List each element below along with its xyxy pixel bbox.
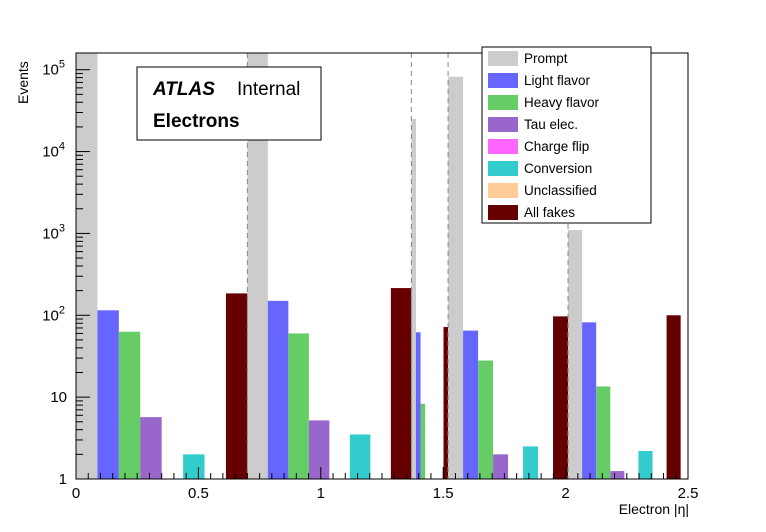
legend-swatch-tau-elec-	[488, 117, 518, 132]
y-tick-label: 103	[42, 222, 65, 242]
bar-heavy-flavor-bin-1	[118, 331, 141, 479]
bar-light-flavor-bin-4	[463, 330, 479, 479]
bar-all-fakes-bin-5	[666, 315, 681, 479]
bar-heavy-flavor-bin-3	[420, 403, 426, 479]
bar-heavy-flavor-bin-5	[596, 386, 611, 479]
x-tick-label: 0.5	[188, 485, 209, 502]
legend-swatch-all-fakes	[488, 205, 518, 220]
bar-prompt-bin-3	[411, 118, 416, 480]
x-axis-title: Electron |η|	[619, 501, 689, 517]
bar-light-flavor-bin-3	[415, 332, 421, 479]
bar-all-fakes-bin-2	[390, 288, 412, 479]
bar-light-flavor-bin-5	[582, 322, 597, 479]
y-tick-label: 105	[42, 59, 65, 79]
x-tick-label: 1.5	[433, 485, 454, 502]
atlas-label-frame	[136, 66, 322, 141]
y-tick-label: 102	[42, 304, 65, 324]
legend-label: Conversion	[524, 161, 592, 176]
x-axis: 0 0.5 1 1.5 2 2.5	[72, 467, 699, 502]
atlas-label: ATLAS	[152, 79, 215, 100]
bar-tau-elec--bin-4	[493, 454, 509, 479]
legend-swatch-conversion	[488, 161, 518, 176]
legend-swatch-charge-flip	[488, 139, 518, 154]
bar-light-flavor-bin-1	[97, 310, 119, 479]
bar-all-fakes-bin-3	[443, 326, 449, 479]
x-tick-label: 0	[72, 485, 80, 502]
legend: Prompt Light flavor Heavy flavor Tau elec. C…	[481, 46, 652, 224]
legend-swatch-heavy-flavor	[488, 95, 518, 110]
y-axis-title: Events	[15, 61, 31, 104]
bar-conversion-bin-1	[183, 454, 205, 479]
bar-prompt-bin-4	[448, 76, 464, 479]
legend-label: Tau elec.	[524, 117, 578, 132]
legend-swatch-light-flavor	[488, 73, 518, 88]
y-axis: 1 10 102 103 104 105	[42, 59, 90, 488]
legend-label: All fakes	[524, 205, 575, 220]
bar-all-fakes-bin-1	[225, 293, 248, 479]
x-tick-label: 1	[317, 485, 325, 502]
bar-prompt-bin-2	[247, 53, 268, 479]
bar-all-fakes-bin-4	[553, 316, 569, 479]
legend-label: Light flavor	[524, 73, 591, 88]
bar-light-flavor-bin-2	[267, 300, 289, 479]
legend-label: Unclassified	[524, 183, 597, 198]
atlas-label-box: ATLAS Internal Electrons	[136, 66, 322, 141]
legend-label: Charge flip	[524, 139, 589, 154]
internal-label: Internal	[237, 79, 300, 100]
bar-tau-elec--bin-1	[140, 417, 162, 479]
bar-prompt-bin-5	[568, 230, 583, 479]
bar-conversion-bin-2	[349, 434, 371, 479]
y-tick-label: 1	[59, 471, 67, 488]
x-tick-label: 2.5	[678, 485, 699, 502]
legend-label: Heavy flavor	[524, 95, 600, 110]
electrons-label: Electrons	[153, 111, 240, 132]
bars-layer	[76, 53, 681, 480]
x-tick-label: 2	[561, 485, 569, 502]
region-dividers	[246, 53, 569, 479]
bar-heavy-flavor-bin-4	[478, 360, 494, 479]
legend-swatch-prompt	[488, 51, 518, 66]
bar-heavy-flavor-bin-2	[288, 333, 309, 479]
legend-swatch-unclassified	[488, 183, 518, 198]
bar-conversion-bin-4	[523, 446, 539, 479]
bar-tau-elec--bin-2	[308, 420, 330, 479]
bar-tau-elec--bin-5	[610, 471, 625, 479]
legend-label: Prompt	[524, 51, 568, 66]
y-tick-label: 10	[50, 389, 67, 406]
y-tick-label: 104	[42, 141, 65, 161]
bar-conversion-bin-5	[638, 450, 653, 479]
